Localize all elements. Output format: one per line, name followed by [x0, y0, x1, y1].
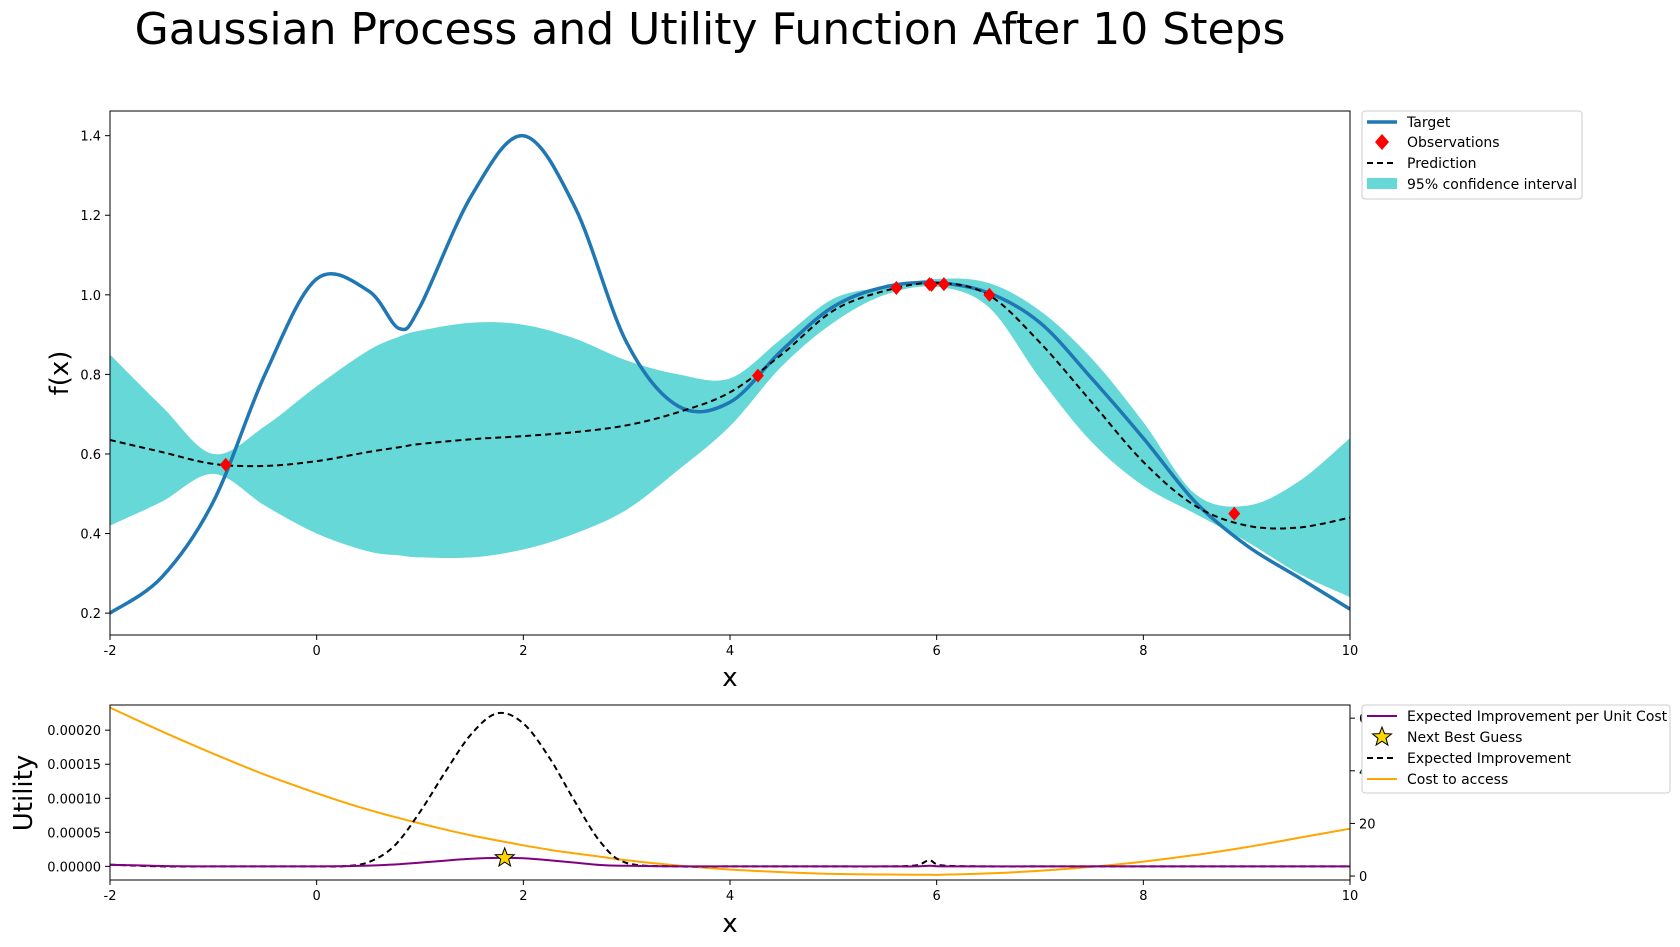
legend-ei-label: Expected Improvement [1407, 751, 1571, 767]
next-best-guess-star [493, 846, 516, 868]
legend-target-label: Target [1406, 115, 1451, 131]
x-tick-label: 2 [519, 644, 527, 659]
observation-point [751, 368, 764, 383]
gp-y-axis-label: f(x) [45, 351, 75, 396]
utility-legend-frame [1361, 704, 1671, 794]
y-tick-label: 0.00020 [47, 724, 101, 739]
legend-star-label: Next Best Guess [1407, 730, 1522, 746]
x-tick-label: 4 [726, 889, 734, 904]
prediction-line [109, 281, 1351, 530]
observation-point [983, 287, 996, 302]
legend-observations-swatch [1375, 134, 1389, 150]
x-tick-label: -2 [104, 889, 117, 904]
x-tick-label: 0 [313, 889, 321, 904]
x-tick-label: 10 [1342, 889, 1359, 904]
legend-cost-label: Cost to access [1407, 772, 1508, 788]
observation-point [925, 277, 938, 292]
x-tick-label: 2 [519, 889, 527, 904]
y-tick-label: 0.2 [80, 607, 101, 622]
y2-tick-label: 0 [1359, 870, 1367, 885]
utility-y-ticks: 0.00000 0.00005 0.00010 0.00015 0.00020 [47, 724, 110, 875]
utility-plot-frame [109, 704, 1351, 881]
cost-line [109, 706, 1351, 876]
legend-prediction-label: Prediction [1407, 156, 1477, 172]
y-tick-label: 1.2 [80, 209, 101, 224]
y-tick-label: 0.8 [80, 368, 101, 383]
y-tick-label: 1.4 [80, 130, 101, 145]
legend-confidence-label: 95% confidence interval [1407, 177, 1577, 193]
y-tick-label: 0.00010 [47, 792, 101, 807]
legend-star-swatch [1371, 725, 1393, 747]
utility-x-axis-label: x [722, 909, 737, 939]
observation-point [219, 457, 232, 472]
x-tick-label: 0 [313, 644, 321, 659]
x-tick-label: 8 [1139, 889, 1147, 904]
y-tick-label: 1.0 [80, 289, 101, 304]
y2-tick-label: 20 [1359, 817, 1376, 832]
x-tick-label: 6 [933, 889, 941, 904]
confidence-interval-band [110, 278, 1350, 598]
x-tick-label: 4 [726, 644, 734, 659]
y-tick-label: 0.4 [80, 528, 101, 543]
gp-x-ticks: -2 0 2 4 6 8 10 [104, 635, 1359, 659]
legend-eipc-label: Expected Improvement per Unit Cost [1407, 709, 1668, 725]
gp-y-ticks: 0.2 0.4 0.6 0.8 1.0 1.2 1.4 [80, 130, 110, 622]
gp-panel: -2 0 2 4 6 8 10 0.2 0.4 0.6 0.8 1.0 1.2 1.4 x f(x) [45, 110, 1359, 693]
expected-improvement-line [109, 711, 1350, 868]
gp-legend: Target Observations Prediction 95% confi… [1361, 110, 1583, 200]
gp-legend-frame [1361, 110, 1583, 200]
y-tick-label: 0.00005 [47, 826, 101, 841]
x-tick-label: 8 [1139, 644, 1147, 659]
observation-points [219, 277, 1241, 521]
legend-confidence-swatch [1367, 178, 1397, 189]
observation-point [937, 277, 950, 292]
observation-point [1228, 506, 1241, 521]
ei-per-cost-line [109, 856, 1350, 868]
x-tick-label: -2 [104, 644, 117, 659]
utility-panel: -2 0 2 4 6 8 10 0.000000.000050.000100.000150.… [9, 704, 1376, 939]
utility-legend: Expected Improvement per Unit Cost Next … [1361, 704, 1671, 794]
x-tick-label: 10 [1342, 644, 1359, 659]
x-tick-label: 6 [933, 644, 941, 659]
y-tick-label: 0.00015 [47, 758, 101, 773]
target-line [108, 133, 1351, 615]
chart-title: Gaussian Process and Utility Function Af… [135, 4, 1286, 55]
gp-plot-frame [109, 110, 1351, 636]
observation-point [890, 281, 903, 296]
y-tick-label: 0.00000 [47, 860, 101, 875]
y-tick-label: 0.6 [80, 448, 101, 463]
legend-observations-label: Observations [1407, 135, 1500, 151]
utility-x-ticks: -2 0 2 4 6 8 10 [104, 880, 1359, 904]
gp-x-axis-label: x [722, 663, 737, 693]
utility-y-axis-label: Utility [9, 755, 39, 831]
